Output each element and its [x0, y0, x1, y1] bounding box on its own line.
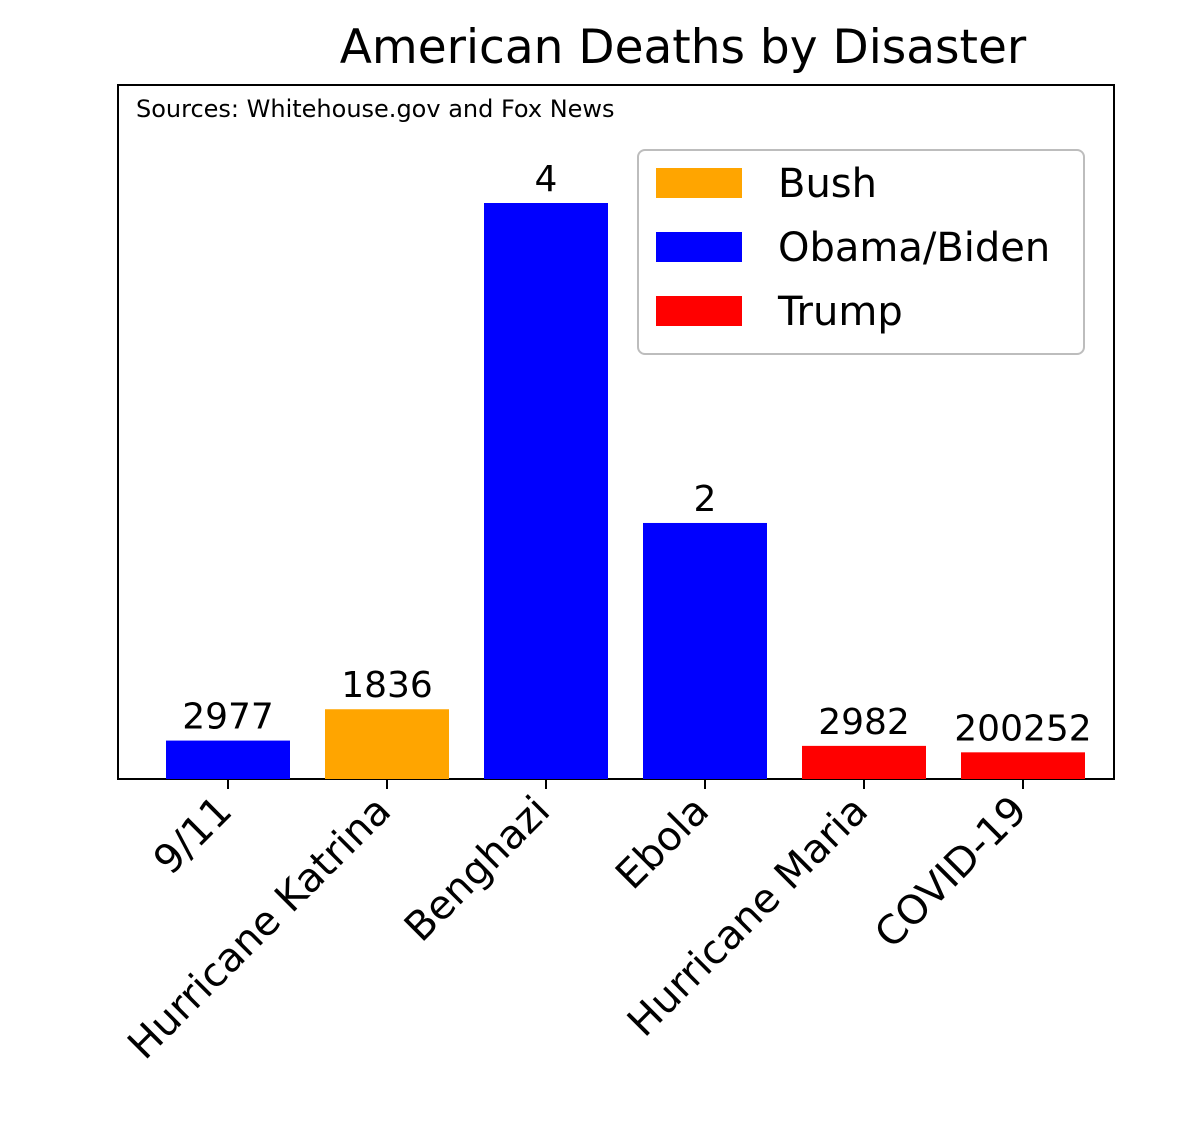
- bar-value-label: 2: [694, 479, 717, 520]
- legend-swatch: [656, 296, 742, 326]
- legend: Bush Obama/Biden Trump: [637, 149, 1085, 355]
- bar: [166, 740, 290, 779]
- bar: [484, 203, 608, 779]
- sources-annotation: Sources: Whitehouse.gov and Fox News: [136, 95, 615, 123]
- legend-label: Bush: [778, 161, 877, 207]
- bar: [802, 745, 926, 779]
- legend-swatch: [656, 168, 742, 198]
- plot-frame: [117, 84, 1115, 780]
- bars-group: [166, 203, 1085, 779]
- legend-label: Trump: [777, 289, 903, 335]
- chart-title: American Deaths by Disaster: [340, 20, 1027, 75]
- legend-box: [637, 149, 1085, 355]
- legend-label: Obama/Biden: [778, 225, 1050, 271]
- value-labels-group: 2977 1836 4 2 2982 200252: [182, 159, 1092, 749]
- legend-swatch: [656, 232, 742, 262]
- bar: [325, 709, 449, 779]
- bar-value-label: 1836: [341, 665, 433, 706]
- legend-items: Bush Obama/Biden Trump: [656, 161, 1050, 335]
- bar-value-label: 200252: [954, 708, 1091, 749]
- bar: [643, 522, 767, 779]
- bar: [961, 752, 1085, 779]
- x-ticks-group: [227, 780, 1024, 789]
- bar-value-label: 2982: [818, 702, 910, 743]
- bar-value-label: 4: [535, 159, 558, 200]
- bar-value-label: 2977: [182, 697, 274, 738]
